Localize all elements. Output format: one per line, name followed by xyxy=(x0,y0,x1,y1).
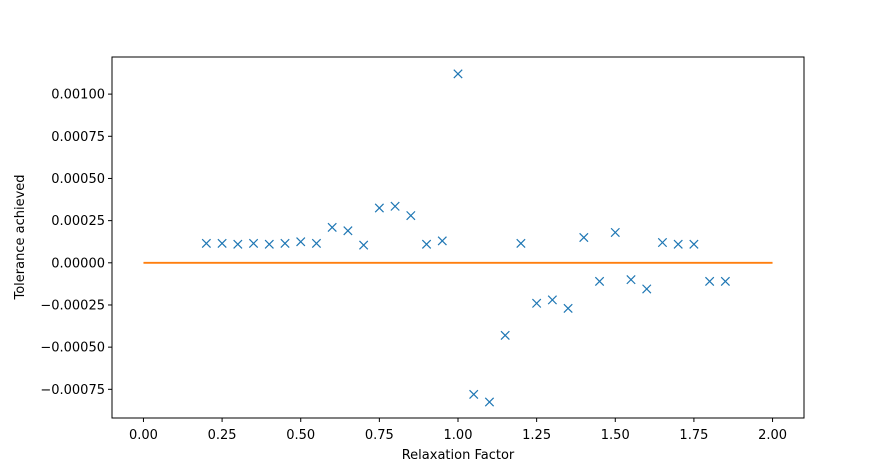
data-point xyxy=(469,389,479,400)
x-tick-label: 1.50 xyxy=(601,428,630,443)
data-point xyxy=(296,237,306,247)
y-tick-label: 0.00025 xyxy=(51,214,105,229)
plot-area xyxy=(112,57,804,418)
y-tick-label: −0.00050 xyxy=(40,341,105,356)
x-tick-label: 1.25 xyxy=(522,428,551,443)
data-point xyxy=(610,227,620,238)
data-point xyxy=(626,275,636,285)
x-tick-label: 0.75 xyxy=(365,428,394,443)
y-tick-label: −0.00075 xyxy=(40,383,105,398)
y-axis-label: Tolerance achieved xyxy=(13,174,28,300)
data-point xyxy=(594,276,605,286)
data-point xyxy=(642,284,652,294)
data-point xyxy=(421,239,432,249)
x-axis: 0.00 0.25 0.50 0.75 1.00 1.25 1.50 1.75 2.00 xyxy=(129,418,787,443)
y-axis: −0.00075 −0.00050 −0.00025 0.00000 0.00025 0.… xyxy=(40,88,112,398)
data-point xyxy=(453,69,463,79)
data-point xyxy=(657,237,668,248)
data-point xyxy=(720,276,730,286)
marks-layer xyxy=(143,69,773,407)
data-point xyxy=(484,397,495,407)
data-point xyxy=(532,298,542,308)
y-tick-label: 0.00100 xyxy=(51,88,105,103)
x-tick-label: 2.00 xyxy=(758,428,787,443)
data-point xyxy=(327,222,337,233)
data-point xyxy=(217,238,227,249)
data-point xyxy=(500,330,510,340)
data-point xyxy=(390,201,400,211)
x-axis-label: Relaxation Factor xyxy=(402,448,515,463)
data-point xyxy=(248,238,259,249)
data-point xyxy=(264,239,274,249)
x-tick-label: 1.00 xyxy=(444,428,473,443)
data-point xyxy=(406,210,416,221)
x-tick-label: 1.75 xyxy=(679,428,708,443)
data-point xyxy=(233,239,243,249)
y-tick-label: 0.00000 xyxy=(51,256,105,271)
data-point xyxy=(437,236,447,246)
x-tick-label: 0.50 xyxy=(286,428,315,443)
data-point xyxy=(359,240,369,250)
data-point xyxy=(343,226,353,236)
data-point xyxy=(311,238,322,249)
x-tick-label: 0.25 xyxy=(208,428,237,443)
data-point xyxy=(705,276,715,286)
data-point xyxy=(280,238,290,249)
data-point xyxy=(201,238,211,249)
data-point xyxy=(516,238,526,249)
data-point xyxy=(374,203,384,213)
y-tick-label: 0.00075 xyxy=(51,130,105,145)
x-tick-label: 0.00 xyxy=(129,428,158,443)
data-point xyxy=(673,239,683,249)
y-tick-label: −0.00025 xyxy=(40,298,105,313)
y-tick-label: 0.00050 xyxy=(51,172,105,187)
data-point xyxy=(547,295,557,305)
data-point xyxy=(689,239,699,249)
data-point xyxy=(563,303,573,313)
data-point xyxy=(579,232,589,243)
